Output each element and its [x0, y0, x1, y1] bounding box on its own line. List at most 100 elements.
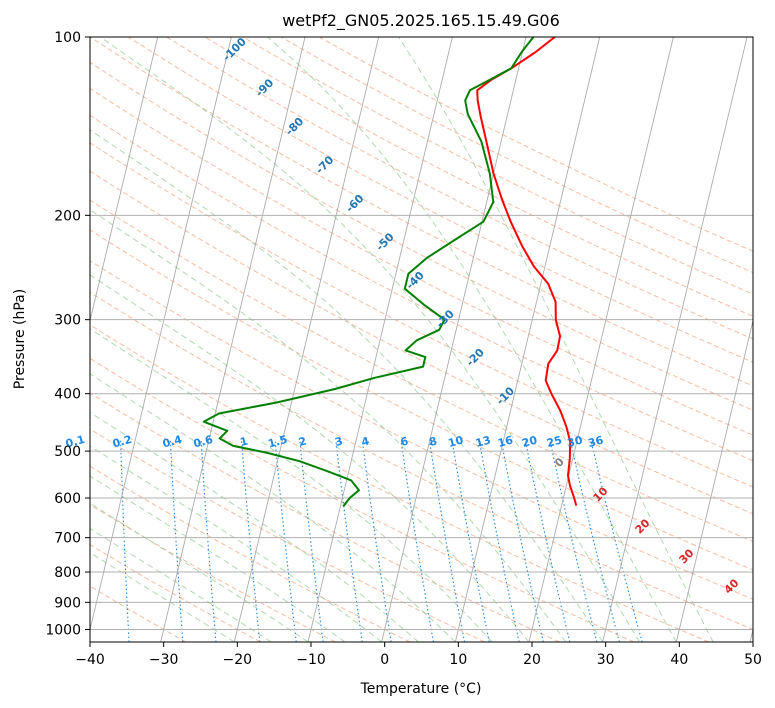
moist-adiabat	[398, 37, 714, 642]
y-axis: 100 200 300 400 500 600 700 800 900 1000	[45, 30, 90, 638]
dry-adiabat	[128, 37, 753, 363]
dry-adiabat	[90, 260, 753, 600]
mixing-ratio-line	[428, 440, 466, 642]
mixing-ratio-label: 10	[447, 433, 465, 450]
mixing-ratio-line	[120, 440, 130, 642]
isotherm-line	[0, 37, 10, 642]
x-tick-label: −10	[296, 652, 326, 668]
temperature-line	[476, 37, 578, 506]
mixing-ratio-line	[400, 440, 434, 642]
x-tick-label: 0	[380, 652, 389, 668]
grid-lines	[0, 37, 753, 642]
mixing-ratio-label: 13	[474, 433, 492, 450]
x-tick-label: 10	[449, 652, 467, 668]
dewpoint-line	[202, 37, 535, 508]
y-tick-label: 900	[54, 595, 81, 611]
background-lines	[90, 37, 753, 642]
dry-adiabat	[90, 324, 709, 642]
mixing-ratio-line	[500, 440, 544, 642]
y-tick-label: 800	[54, 565, 81, 581]
isotherm-line	[90, 37, 232, 632]
x-tick-label: 50	[744, 652, 762, 668]
x-axis-label: Temperature (°C)	[360, 681, 482, 697]
dry-adiabat	[90, 585, 187, 642]
x-tick-label: 30	[597, 652, 615, 668]
mixing-ratio-line	[451, 440, 490, 642]
dry-adiabat	[90, 199, 753, 543]
x-tick-label: 20	[523, 652, 541, 668]
mixing-ratio-label: 3	[333, 434, 344, 449]
mixing-ratio-line	[274, 440, 297, 642]
moist-adiabat	[90, 445, 383, 642]
x-tick-label: −40	[75, 652, 105, 668]
profile-lines	[202, 37, 578, 508]
mixing-ratio-label: 8	[428, 434, 439, 449]
isotherm-line	[602, 37, 748, 642]
mixing-ratio-label: 25	[545, 433, 563, 450]
mixing-ratio-label: 0.2	[111, 433, 133, 451]
moist-adiabat	[90, 411, 419, 642]
plot-frame	[89, 36, 754, 643]
dry-adiabat	[90, 37, 753, 387]
mixing-ratio-label: 0.6	[192, 433, 215, 451]
isotherm-line	[381, 37, 527, 642]
mixing-ratio-label: 2	[297, 434, 308, 449]
y-tick-label: 1000	[45, 622, 81, 638]
dry-adiabat	[90, 357, 635, 642]
mixing-ratio-line	[590, 440, 643, 642]
isotherm-line	[160, 37, 306, 642]
isotherm-line	[528, 37, 674, 642]
y-tick-label: 500	[54, 444, 81, 460]
mixing-ratio-label: 30	[566, 433, 584, 450]
y-tick-label: 400	[54, 387, 81, 403]
mixing-ratio-line	[524, 440, 571, 642]
x-tick-label: 40	[670, 652, 688, 668]
mixing-ratio-label: 20	[521, 433, 539, 450]
x-tick-label: −20	[223, 652, 253, 668]
mixing-ratio-label: 4	[360, 434, 371, 449]
dry-adiabat	[90, 87, 753, 436]
isotherm-line	[454, 37, 601, 642]
x-tick-label: −30	[149, 652, 179, 668]
moist-adiabat	[90, 209, 567, 642]
dry-adiabat	[90, 504, 336, 642]
mixing-ratio-label: 6	[399, 434, 410, 449]
moist-adiabat	[90, 475, 346, 642]
mixing-ratio-label: 1.5	[267, 433, 289, 451]
dry-adiabat	[90, 291, 753, 630]
mixing-ratio-label: 36	[587, 433, 605, 450]
moist-adiabat	[267, 37, 677, 642]
mixing-ratio-label: 0.4	[161, 433, 184, 451]
dry-adiabat	[90, 61, 753, 411]
moist-adiabat	[90, 373, 456, 642]
y-tick-label: 100	[54, 30, 81, 46]
isotherm-line	[307, 37, 453, 642]
dry-adiabat	[90, 114, 753, 462]
mixing-ratio-line	[299, 440, 324, 642]
dry-adiabat	[90, 392, 560, 642]
y-tick-label: 300	[54, 313, 81, 329]
mixing-ratio-line	[335, 440, 363, 642]
mixing-ratio-line	[200, 440, 217, 642]
plot-background	[90, 37, 753, 642]
mixing-ratio-label: 1	[238, 434, 249, 449]
dry-adiabat	[90, 428, 485, 642]
mixing-ratio-line	[549, 440, 598, 642]
mixing-ratio-line	[478, 440, 520, 642]
plot-area: -100-90-80-70-60-50-40-30-20-100.1 0.2 0.4…	[0, 35, 754, 643]
mixing-ratio-line	[240, 440, 261, 642]
mixing-ratio-label: 16	[496, 433, 514, 450]
x-axis: −40 −30 −20 −10 0 10 20 30 40 50	[75, 642, 762, 668]
y-tick-label: 600	[54, 491, 81, 507]
y-tick-label: 200	[54, 208, 81, 224]
isotherm-line	[90, 37, 159, 323]
moist-adiabat	[90, 129, 604, 642]
mixing-ratio-line	[569, 440, 620, 642]
isotherm-line	[233, 37, 380, 642]
mixing-ratio-line	[169, 440, 184, 642]
moist-adiabat	[99, 37, 640, 642]
isotherm-line	[675, 318, 753, 642]
y-tick-label: 700	[54, 531, 81, 547]
mixing-ratio-label: 0.1	[64, 433, 86, 451]
